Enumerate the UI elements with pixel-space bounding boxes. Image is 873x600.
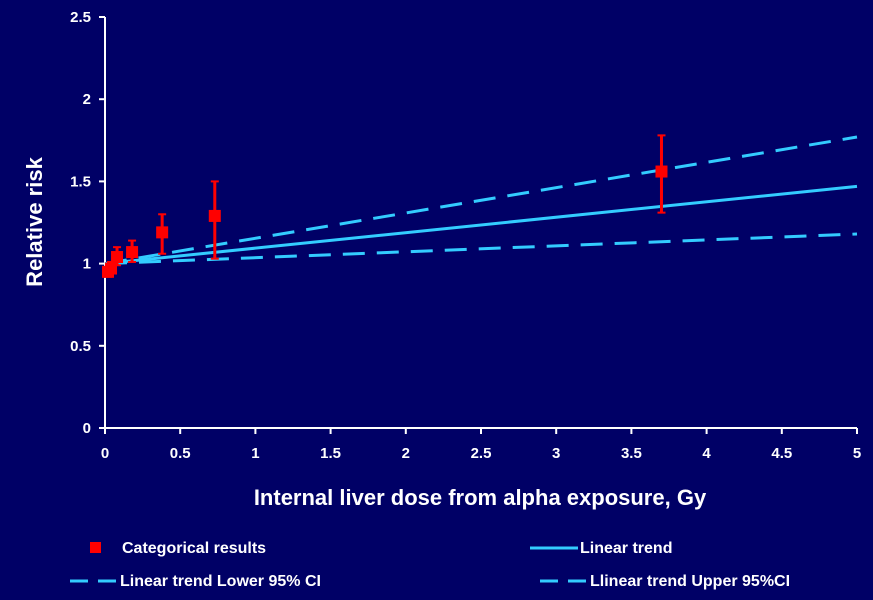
categorical-points (102, 134, 668, 278)
x-tick-label: 3 (552, 445, 560, 462)
x-tick-label: 1.5 (320, 445, 341, 462)
x-tick-label: 4 (702, 445, 711, 462)
y-tick-label: 0.5 (70, 338, 91, 355)
x-tick-label: 0.5 (170, 445, 191, 462)
x-tick-label: 1 (251, 445, 259, 462)
x-tick-label: 3.5 (621, 445, 642, 462)
y-tick-label: 1 (83, 256, 91, 273)
data-point (156, 226, 169, 239)
x-tick-label: 4.5 (771, 445, 792, 462)
axes (104, 17, 857, 429)
legend-label: Llinear trend Upper 95%CI (590, 573, 790, 590)
legend-marker-categorical (90, 542, 101, 553)
data-point (126, 246, 139, 259)
lower-ci-line (104, 232, 858, 266)
y-tick-label: 2 (83, 91, 91, 108)
y-ticks: 0 0.5 1 1.5 2 2.5 (70, 9, 105, 437)
y-tick-label: 0 (83, 420, 91, 437)
upper-ci-line (104, 135, 858, 266)
x-tick-label: 5 (853, 445, 861, 462)
legend: Categorical results Linear trend Linear tr… (70, 540, 790, 590)
x-tick-label: 2.5 (471, 445, 492, 462)
trend-lines (104, 135, 858, 266)
legend-label: Categorical results (122, 540, 266, 557)
y-axis-title: Relative risk (22, 156, 47, 286)
x-axis-title: Internal liver dose from alpha exposure,… (254, 485, 707, 510)
y-tick-label: 1.5 (70, 173, 91, 190)
legend-label: Linear trend Lower 95% CI (120, 573, 321, 590)
linear-trend-line (104, 184, 858, 266)
legend-label: Linear trend (580, 540, 672, 557)
x-tick-label: 0 (101, 445, 109, 462)
data-point (208, 209, 221, 222)
x-tick-label: 2 (402, 445, 410, 462)
data-point (655, 165, 668, 178)
x-ticks: 0 0.5 1 1.5 2 2.5 3 3.5 4 4.5 5 (101, 428, 861, 462)
data-point (111, 251, 124, 264)
y-tick-label: 2.5 (70, 9, 91, 26)
